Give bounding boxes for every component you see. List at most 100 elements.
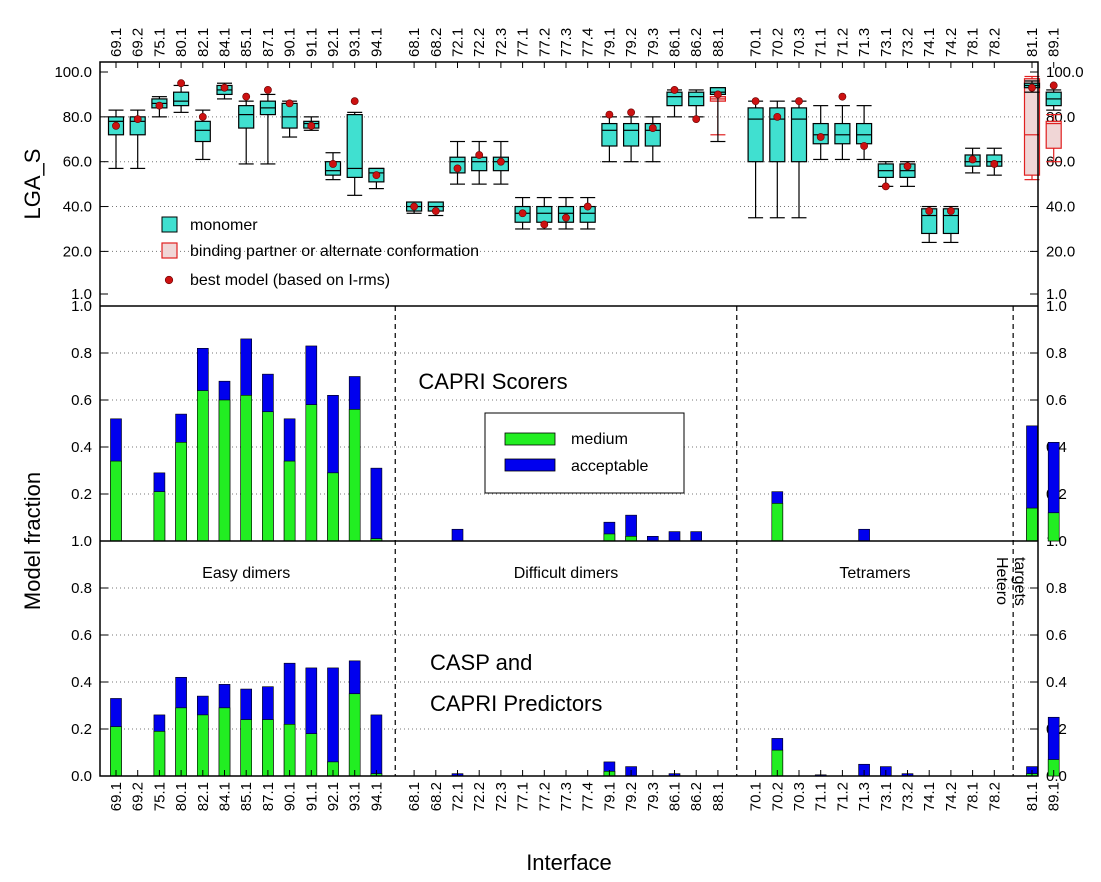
top-x-tick-label-73.2: 73.2: [900, 28, 917, 57]
bottom-x-tick-label-77.1: 77.1: [515, 782, 532, 811]
best-model-marker-71.2: [838, 92, 847, 101]
best-model-marker-93.1: [350, 97, 359, 106]
bottom-x-tick-label-77.4: 77.4: [580, 782, 597, 811]
bot-y-tick-label: 0.2: [71, 721, 92, 738]
bottom-x-tick-label-85.1: 85.1: [238, 782, 255, 811]
legend-label-medium: medium: [571, 431, 628, 448]
top-x-tick-label-77.3: 77.3: [558, 28, 575, 57]
best-model-marker-69.1: [112, 121, 120, 130]
casp-title-line-1: CASP and: [430, 650, 532, 675]
bottom-x-tick-label-79.2: 79.2: [623, 782, 640, 811]
bottom-x-tick-label-68.2: 68.2: [428, 782, 445, 811]
bottom-x-tick-label-70.1: 70.1: [748, 782, 765, 811]
top-x-tick-label-69.1: 69.1: [108, 28, 125, 57]
bottom-x-tick-label-80.1: 80.1: [173, 782, 190, 811]
top-y-tick-label-right: 40.0: [1046, 199, 1075, 216]
best-model-marker-74.1: [925, 207, 934, 215]
best-model-marker-94.1: [372, 171, 381, 180]
bot-y-tick-label: 0.0: [71, 768, 92, 785]
bot-bar-medium-90.1: [283, 723, 296, 777]
bot-y-tick-label: 0.8: [71, 580, 92, 597]
bottom-x-tick-label-71.2: 71.2: [834, 782, 851, 811]
top-x-tick-label-71.1: 71.1: [813, 28, 830, 57]
top-x-tick-label-77.1: 77.1: [515, 28, 532, 57]
top-x-tick-label-75.1: 75.1: [151, 28, 168, 57]
top-x-tick-label-78.2: 78.2: [986, 28, 1003, 57]
mid-y-tick-label: 0.8: [71, 345, 92, 362]
mid-y-tick-label: 0.6: [71, 392, 92, 409]
mid-bar-medium-87.1: [262, 411, 274, 542]
capri-scorers-panel: 1.01.00.20.20.40.40.60.60.80.81.01.0: [71, 298, 1067, 550]
legend-label-monomer: monomer: [190, 217, 258, 234]
monomer-box-86.2-box: [688, 91, 705, 107]
monomer-box-86.1-box: [666, 91, 683, 107]
mid-bar-medium-93.1: [348, 409, 361, 542]
bottom-x-tick-label-79.1: 79.1: [601, 782, 618, 811]
bot-bar-medium-85.1: [240, 719, 252, 777]
bottom-x-tick-label-84.1: 84.1: [217, 782, 234, 811]
top-x-tick-label-73.1: 73.1: [878, 28, 895, 57]
top-x-tick-label-80.1: 80.1: [173, 28, 190, 57]
bottom-x-tick-label-71.3: 71.3: [856, 782, 873, 811]
best-model-marker-78.2: [990, 160, 999, 168]
bottom-x-tick-label-91.1: 91.1: [303, 782, 320, 811]
best-model-marker-77.3: [562, 213, 570, 222]
bottom-x-tick-label-93.1: 93.1: [347, 782, 364, 811]
mid-bar-medium-89.1: [1047, 512, 1060, 542]
mid-y-tick-label: 1.0: [71, 298, 92, 315]
top-y-tick-label-right: 20.0: [1046, 243, 1075, 260]
top-x-tick-label-90.1: 90.1: [282, 28, 299, 57]
best-model-marker-70.1: [751, 97, 760, 106]
top-y-tick-label: 100.0: [54, 64, 92, 81]
partner-box-81.1-box: [1023, 78, 1041, 176]
top-x-tick-label-70.1: 70.1: [748, 28, 765, 57]
mid-bar-medium-75.1: [153, 491, 166, 542]
top-x-tick-label-72.3: 72.3: [493, 28, 510, 57]
best-model-marker-79.2: [627, 108, 635, 117]
bottom-x-tick-label-73.1: 73.1: [878, 782, 895, 811]
capri-scorers-title: CAPRI Scorers: [418, 369, 567, 394]
bot-bar-medium-84.1: [218, 707, 231, 777]
monomer-box-85.1-box: [238, 105, 255, 129]
partner-box-89.1-box: [1045, 120, 1062, 149]
best-model-marker-82.1: [198, 112, 207, 121]
best-model-marker-70.2: [773, 112, 782, 121]
bot-bar-medium-91.1: [305, 733, 318, 777]
top-y-tick-label: 20.0: [63, 243, 92, 260]
best-model-marker-86.2: [692, 115, 701, 123]
bottom-x-tick-label-75.1: 75.1: [151, 782, 168, 811]
monomer-box-70.3-box: [790, 107, 808, 163]
monomer-box-79.2-box: [622, 122, 640, 147]
top-y-tick-label: 60.0: [63, 154, 92, 171]
best-model-marker-70.3: [795, 97, 803, 106]
best-model-marker-86.1: [670, 86, 679, 94]
legend-label-best-model: best model (based on I-rms): [190, 272, 390, 289]
mid-y-tick-label-right: 0.8: [1046, 345, 1067, 362]
bot-bar-medium-82.1: [197, 714, 209, 777]
top-x-tick-label-79.3: 79.3: [645, 28, 662, 57]
best-model-marker-71.3: [860, 142, 868, 150]
best-model-marker-84.1: [220, 83, 229, 92]
bottom-x-tick-label-82.1: 82.1: [195, 782, 212, 811]
bot-bar-acceptable-94.1: [370, 714, 383, 777]
mid-bar-medium-80.1: [175, 441, 187, 542]
best-model-marker-71.1: [816, 133, 825, 141]
top-x-tick-label-74.1: 74.1: [921, 28, 938, 57]
bottom-x-tick-label-78.1: 78.1: [965, 782, 982, 811]
monomer-box-72.2-box: [471, 156, 488, 172]
group-label-difficult-dimers: Difficult dimers: [514, 565, 619, 582]
top-x-tick-label-94.1: 94.1: [368, 28, 385, 57]
bar-legend-box: [484, 412, 685, 494]
top-x-tick-label-82.1: 82.1: [195, 28, 212, 57]
top-x-tick-label-72.2: 72.2: [471, 28, 488, 57]
top-x-tick-label-88.1: 88.1: [710, 28, 727, 57]
plot-border: [99, 61, 1039, 777]
top-y-axis-label: LGA_S: [20, 149, 45, 220]
bot-y-tick-label-right: 0.8: [1046, 580, 1067, 597]
best-model-marker-73.1: [881, 182, 890, 191]
bot-y-tick-label: 0.4: [71, 674, 92, 691]
boxplot-legend: monomer binding partner or alternate con…: [161, 216, 479, 289]
top-x-tick-label-69.2: 69.2: [130, 28, 147, 57]
legend-swatch-medium: [504, 432, 556, 446]
